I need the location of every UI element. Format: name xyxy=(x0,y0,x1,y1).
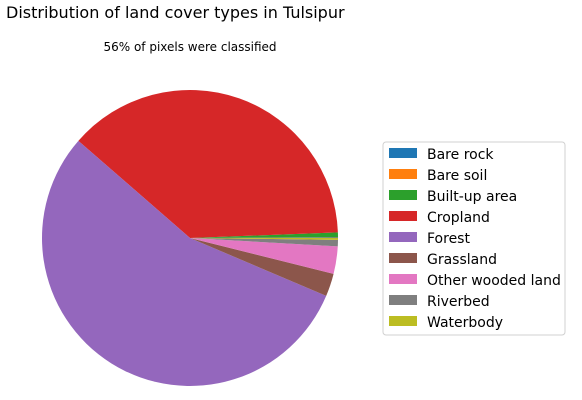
legend-swatch-grassland xyxy=(389,253,417,263)
pie-slice-other-wooded-land xyxy=(190,238,338,274)
chart-title: Distribution of land cover types in Tuls… xyxy=(6,3,345,22)
pie-slice-bare-soil xyxy=(190,237,338,238)
legend-label-bare-rock: Bare rock xyxy=(427,147,494,163)
legend-swatch-bare-soil xyxy=(389,169,417,179)
legend-label-grassland: Grassland xyxy=(427,252,497,268)
chart-subtitle: 56% of pixels were classified xyxy=(103,40,276,54)
legend: Bare rock Bare soil Built-up area Cropland F… xyxy=(382,141,566,336)
legend-swatch-built-up-area xyxy=(389,190,417,200)
legend-label-bare-soil: Bare soil xyxy=(427,168,487,184)
pie-slice-built-up-area xyxy=(190,232,338,238)
legend-swatch-bare-rock xyxy=(389,148,417,158)
legend-label-cropland: Cropland xyxy=(427,210,490,226)
legend-label-waterbody: Waterbody xyxy=(427,315,503,331)
legend-swatch-riverbed xyxy=(389,295,417,305)
legend-swatch-cropland xyxy=(389,211,417,221)
pie-slice-riverbed xyxy=(190,238,338,247)
legend-label-built-up-area: Built-up area xyxy=(427,189,517,205)
pie-slice-waterbody xyxy=(190,238,338,240)
legend-frame xyxy=(382,141,566,336)
legend-label-forest: Forest xyxy=(427,231,470,247)
pie-slice-grassland xyxy=(190,238,334,296)
pie-slice-cropland xyxy=(78,89,338,238)
legend-swatch-waterbody xyxy=(389,316,417,326)
legend-items: Bare rock Bare soil Built-up area Cropland F… xyxy=(389,147,561,331)
legend-swatch-other-wooded-land xyxy=(389,274,417,284)
legend-label-other-wooded-land: Other wooded land xyxy=(427,273,561,289)
legend-label-riverbed: Riverbed xyxy=(427,294,490,310)
pie-slices xyxy=(41,89,338,387)
legend-swatch-forest xyxy=(389,232,417,242)
pie-slice-forest xyxy=(41,140,327,387)
